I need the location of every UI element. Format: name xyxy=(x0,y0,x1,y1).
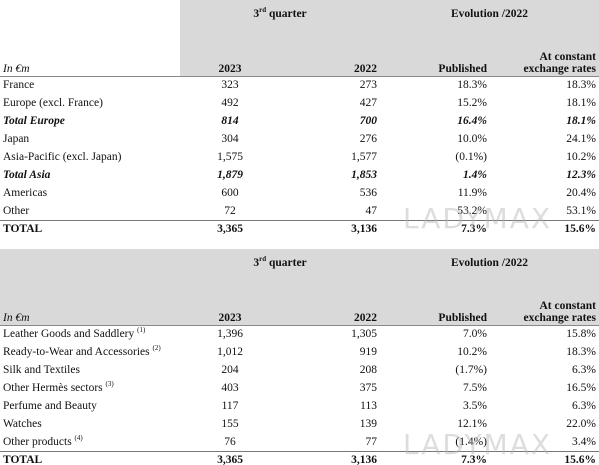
col-constant-rates: At constant exchange rates xyxy=(490,279,599,325)
table-row: Ready-to-Wear and Accessories (2) 1,012 91… xyxy=(3,344,597,358)
header-blank xyxy=(0,249,180,279)
header-blank xyxy=(0,0,180,30)
table-row: Americas 600 536 11.9% 20.4% xyxy=(3,187,597,199)
period-header: 3rd quarter xyxy=(180,249,380,279)
period-header: 3rd quarter xyxy=(180,0,380,30)
table-row: Perfume and Beauty 117 113 3.5% 6.3% xyxy=(3,400,597,412)
table-row: Other 72 47 53.2% 53.1% xyxy=(3,204,597,217)
col-2023: 2023 xyxy=(180,279,280,325)
table-row: Silk and Textiles 204 208 (1.7%) 6.3% xyxy=(3,364,597,376)
col-2022: 2022 xyxy=(280,30,380,76)
table-row: Watches 155 139 12.1% 22.0% xyxy=(3,418,597,430)
footnote-ref: (2) xyxy=(152,344,161,353)
table-row-subtotal: Total Asia 1,879 1,853 1.4% 12.3% xyxy=(3,169,597,181)
table-row: France 323 273 18.3% 18.3% xyxy=(3,79,597,92)
table-row: Japan 304 276 10.0% 24.1% xyxy=(3,133,597,145)
col-published: Published xyxy=(380,30,490,76)
table-row: Other Hermès sectors (3) 403 375 7.5% 16.5% xyxy=(3,380,597,394)
table-row: Leather Goods and Saddlery (1) 1,396 1,305… xyxy=(3,326,597,341)
footnote-ref: (3) xyxy=(105,380,114,389)
sales-by-region-table: 3rd quarter Evolution /2022 In €m 2023 2… xyxy=(0,0,599,238)
col-published: Published xyxy=(380,279,490,325)
col-2023: 2023 xyxy=(180,30,280,76)
table-row: Asia-Pacific (excl. Japan) 1,575 1,577 (0.1… xyxy=(3,151,597,163)
footnote-ref: (4) xyxy=(74,433,83,442)
table-row: Other products (4) 76 77 (1.4%) 3.4% xyxy=(3,433,597,448)
col-constant-rates: At constant exchange rates xyxy=(490,30,599,76)
footnote-ref: (1) xyxy=(137,326,146,335)
table-row-total: TOTAL 3,365 3,136 7.3% 15.6% xyxy=(0,219,599,238)
evolution-header: Evolution /2022 xyxy=(380,249,599,279)
sales-by-sector-table: 3rd quarter Evolution /2022 In €m 2023 2… xyxy=(0,249,599,465)
table-row-total: TOTAL 3,365 3,136 7.3% 15.6% xyxy=(0,450,599,465)
col-2022: 2022 xyxy=(280,279,380,325)
table-row: Europe (excl. France) 492 427 15.2% 18.1% xyxy=(3,97,597,109)
evolution-header: Evolution /2022 xyxy=(380,0,599,30)
unit-label: In €m xyxy=(3,62,30,75)
table-row-subtotal: Total Europe 814 700 16.4% 18.1% xyxy=(3,115,597,127)
unit-label: In €m xyxy=(0,279,180,325)
